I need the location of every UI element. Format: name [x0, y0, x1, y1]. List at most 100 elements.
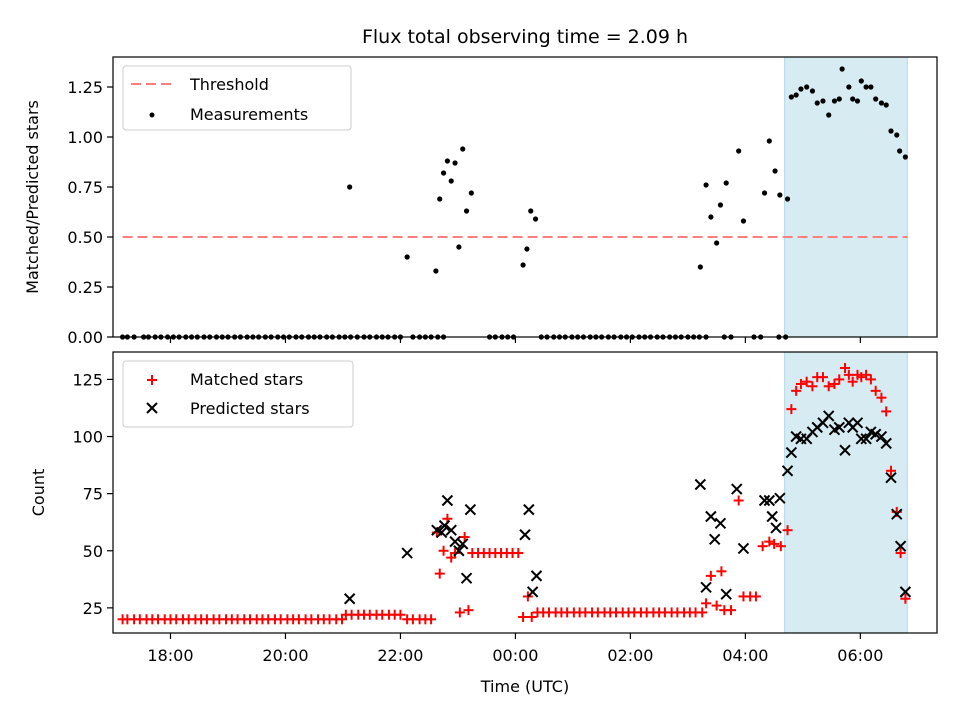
top-panel: 0.00 0.25 0.50 0.75 1.00 1.25 Flux total obse… [23, 26, 938, 347]
measurement-point [854, 98, 861, 104]
measurement-point [836, 96, 842, 102]
matched-star-point [454, 607, 465, 618]
predicted-star-point [700, 581, 712, 594]
matched-star-point [861, 369, 872, 380]
predicted-star-point [445, 524, 457, 536]
predicted-star-point [851, 417, 864, 429]
matched-star-point [847, 376, 858, 387]
top-shaded-region [784, 56, 908, 338]
predicted-star-point [709, 533, 721, 546]
legend-threshold-label: Threshold [189, 75, 269, 94]
measurement-point [717, 202, 724, 208]
measurement-point [777, 192, 783, 198]
predicted-star-point [894, 540, 907, 552]
matched-star-point [705, 570, 716, 581]
measurement-point [463, 208, 470, 214]
measurement-point [528, 208, 534, 214]
predicted-star-point [770, 522, 782, 534]
measurement-point [766, 138, 772, 144]
measurement-point [708, 214, 714, 220]
top-axes-frame [112, 56, 938, 338]
measurement-point [736, 148, 742, 154]
y-tick-label: 125 [72, 370, 103, 389]
matched-star-point [716, 566, 727, 577]
measurement-point [703, 182, 709, 188]
bottom-y-axis-label: Count [29, 469, 48, 517]
y-tick-label: 0.50 [67, 228, 103, 247]
y-tick-label: 25 [83, 599, 103, 618]
predicted-star-point [343, 593, 356, 605]
matched-star-point [791, 385, 802, 396]
predicted-star-point [880, 437, 892, 450]
y-tick-label: 75 [83, 485, 103, 504]
matched-star-point [459, 532, 470, 543]
measurement-point [761, 190, 768, 196]
measurement-point [839, 66, 845, 72]
top-y-ticks: 0.00 0.25 0.50 0.75 1.00 1.25 [67, 78, 113, 347]
measurement-point [437, 196, 443, 202]
x-tick-label: 02:00 [607, 646, 653, 665]
y-tick-label: 0.00 [67, 328, 103, 347]
predicted-star-point [737, 542, 750, 555]
measurement-point [873, 96, 879, 102]
predicted-star-point [720, 588, 732, 600]
predicted-star-point [694, 478, 707, 491]
top-x-ticks [169, 337, 861, 343]
measurement-point [826, 112, 832, 118]
matched-star-point [895, 548, 906, 559]
predicted-star-point [860, 433, 872, 445]
measurement-point [809, 88, 816, 94]
predicted-star-point [855, 433, 868, 445]
measurement-point [894, 132, 900, 138]
measurement-point [440, 170, 447, 176]
x-tick-label: 22:00 [377, 646, 423, 665]
measurement-point [850, 96, 856, 102]
predicted-star-point [519, 529, 531, 541]
measurement-point [863, 84, 869, 90]
matched-star-point [807, 381, 818, 392]
legend-matched-marker [147, 375, 157, 385]
bottom-x-ticks: 18:00 20:00 22:00 00:00 02:00 04:00 06:00 [147, 633, 883, 665]
matched-star-point [764, 536, 775, 547]
matched-star-point [750, 591, 761, 602]
measurement-point [524, 246, 530, 252]
matched-star-point [829, 378, 840, 389]
y-tick-label: 0.75 [67, 178, 103, 197]
predicted-star-point [530, 570, 543, 582]
measurements-series [119, 66, 908, 340]
predicted-star-point [781, 465, 794, 477]
x-tick-label: 18:00 [147, 646, 193, 665]
measurement-point [448, 178, 454, 184]
bottom-legend: Matched stars Predicted stars [122, 360, 354, 428]
measurement-point [532, 216, 539, 222]
matched-star-point [843, 369, 854, 380]
predicted-star-point [457, 538, 469, 550]
predicted-star-point [438, 519, 451, 532]
predicted-star-point [526, 586, 539, 598]
bottom-panel: 25 50 75 100 125 18:00 20:00 22:00 00:00 02:00 04… [29, 351, 938, 696]
legend-measurements-marker [149, 112, 155, 118]
measurement-point [878, 100, 885, 106]
measurement-point [814, 100, 820, 106]
matched-star-point [786, 404, 797, 415]
top-legend-box [122, 65, 352, 131]
predicted-star-point [714, 517, 727, 530]
matched-star-point [870, 385, 881, 396]
matched-star-point [438, 545, 449, 556]
legend-predicted-marker [146, 402, 158, 414]
x-tick-label: 06:00 [837, 646, 883, 665]
y-tick-label: 1.25 [67, 78, 103, 97]
predicted-star-point [435, 526, 448, 539]
matched-star-point [900, 593, 911, 604]
predicted-star-point [441, 494, 454, 507]
matched-star-point [513, 548, 524, 559]
measurement-point [820, 98, 826, 104]
measurement-point [433, 268, 439, 274]
predicted-star-point [785, 446, 798, 459]
predicted-star-point [823, 410, 835, 422]
matched-star-point [856, 372, 867, 383]
legend-measurements-label: Measurements [190, 105, 308, 124]
x-axis-label: Time (UTC) [480, 677, 569, 696]
measurement-point [740, 218, 747, 224]
